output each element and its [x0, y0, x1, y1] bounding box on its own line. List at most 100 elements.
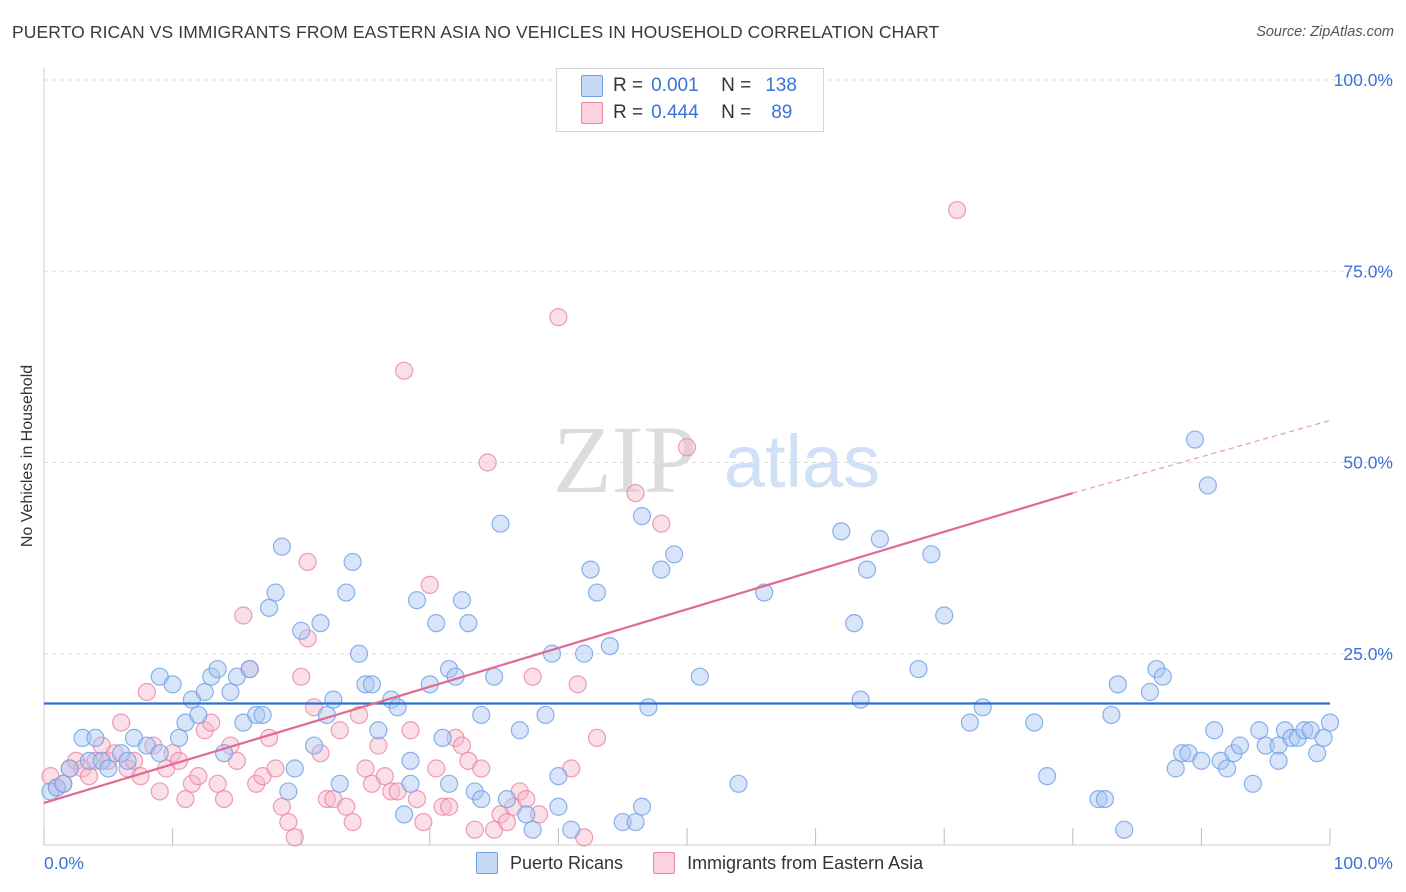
data-point: [1166, 759, 1185, 778]
data-point: [626, 484, 645, 503]
x-tick-label: 100.0%: [1334, 853, 1393, 873]
data-point: [311, 614, 330, 633]
data-point: [394, 361, 414, 380]
data-point: [626, 812, 645, 832]
data-point: [247, 705, 266, 725]
data-point: [317, 789, 337, 809]
data-point: [947, 200, 967, 220]
data-point: [1269, 751, 1288, 770]
stats-legend: R = 0.001 N = 138 R = 0.444 N = 89: [556, 68, 824, 132]
data-point: [388, 698, 407, 717]
data-point: [79, 751, 99, 770]
data-point: [330, 774, 349, 793]
data-point: [1198, 476, 1217, 495]
data-point: [266, 583, 285, 602]
data-points: [41, 200, 1340, 847]
n-value: 138: [765, 75, 797, 96]
data-point: [562, 820, 581, 839]
data-point: [568, 675, 587, 694]
legend-item-eastern-asia[interactable]: Immigrants from Eastern Asia: [653, 852, 923, 874]
data-point: [407, 591, 427, 610]
data-point: [1140, 682, 1160, 702]
data-point: [536, 705, 555, 725]
data-point: [137, 682, 156, 702]
data-point: [221, 682, 240, 702]
data-point: [356, 675, 375, 694]
data-point: [1192, 751, 1211, 770]
data-point: [587, 583, 607, 602]
data-point: [195, 682, 214, 702]
data-point: [517, 789, 536, 809]
data-point: [285, 759, 304, 778]
data-point: [427, 759, 446, 778]
data-point: [304, 736, 324, 755]
data-point: [1089, 789, 1108, 809]
data-point: [73, 728, 92, 748]
data-point: [1108, 675, 1127, 694]
data-point: [208, 774, 227, 793]
data-point: [343, 552, 362, 572]
y-tick-label: 25.0%: [1343, 644, 1393, 664]
data-point: [857, 560, 877, 579]
trend-lines: [43, 419, 1331, 804]
data-point: [234, 606, 253, 625]
data-point: [112, 713, 131, 732]
data-point: [214, 789, 234, 809]
data-point: [1205, 721, 1224, 740]
data-point: [414, 812, 433, 832]
data-point: [935, 606, 954, 625]
data-point: [266, 759, 285, 778]
data-point: [259, 598, 279, 617]
data-point: [99, 759, 118, 778]
legend-item-puerto-ricans[interactable]: Puerto Ricans: [476, 852, 623, 874]
data-point: [600, 636, 619, 656]
data-point: [973, 698, 992, 717]
n-label: N =: [721, 102, 752, 123]
data-point: [279, 812, 298, 832]
data-point: [369, 721, 388, 740]
data-point: [60, 759, 79, 778]
data-point: [150, 782, 169, 801]
data-point: [349, 644, 369, 663]
data-point: [1250, 721, 1269, 740]
data-point: [652, 560, 671, 579]
data-point: [375, 767, 394, 786]
data-point: [472, 789, 491, 809]
data-point: [176, 789, 195, 809]
data-point: [549, 797, 568, 816]
data-point: [639, 698, 658, 717]
data-point: [150, 744, 169, 763]
data-point: [465, 820, 484, 839]
data-point: [581, 560, 600, 579]
data-point: [523, 820, 542, 839]
data-point: [491, 514, 510, 533]
data-point: [253, 705, 272, 725]
data-point: [1037, 767, 1057, 786]
watermark-zip: ZIP: [553, 406, 697, 513]
data-point: [420, 575, 439, 595]
data-point: [394, 805, 414, 824]
legend-swatch-pink: [653, 852, 676, 874]
data-point: [427, 614, 446, 633]
tick-labels: 25.0% 50.0% 75.0% 100.0% 0.0% 100.0%: [44, 70, 1393, 873]
data-point: [1295, 721, 1314, 740]
data-point: [851, 690, 870, 709]
data-point: [632, 506, 652, 526]
legend-label: Puerto Ricans: [510, 852, 624, 873]
r-label: R =: [613, 102, 644, 123]
watermark: ZIP atlas: [553, 406, 880, 513]
data-point: [272, 537, 292, 556]
data-point: [189, 767, 208, 786]
data-point: [1102, 705, 1121, 725]
data-point: [690, 667, 709, 686]
legend-label: Immigrants from Eastern Asia: [687, 852, 924, 873]
data-point: [729, 774, 748, 793]
data-point: [517, 805, 536, 824]
axes: [43, 68, 1331, 846]
data-point: [382, 782, 401, 801]
data-point: [549, 308, 568, 327]
r-value: 0.444: [651, 102, 699, 123]
data-point: [1256, 736, 1275, 755]
data-point: [330, 721, 349, 740]
data-point: [652, 514, 671, 533]
